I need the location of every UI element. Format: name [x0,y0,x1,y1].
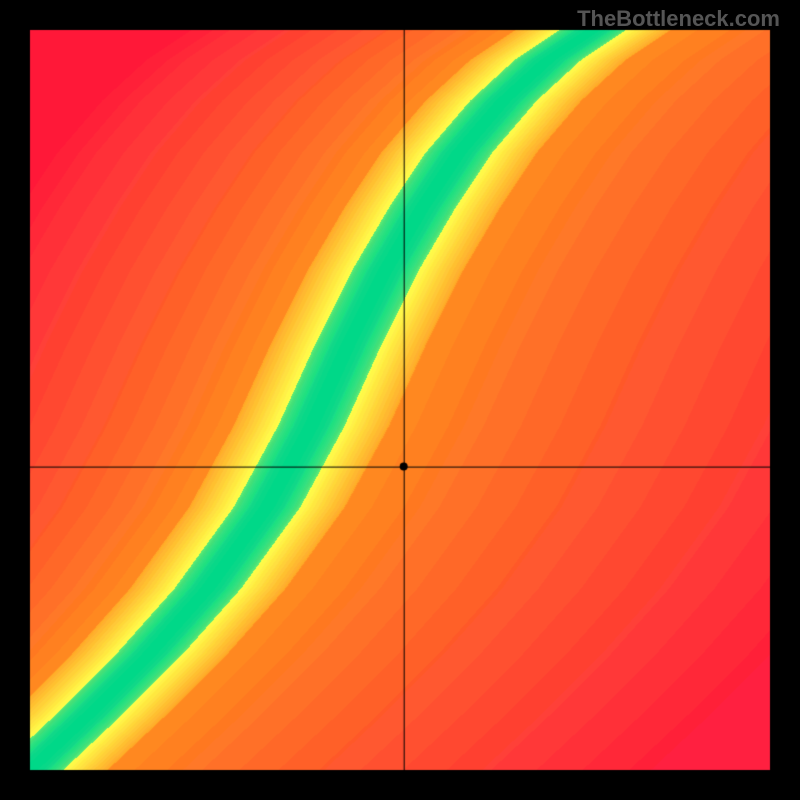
chart-container: TheBottleneck.com [0,0,800,800]
heatmap-canvas [0,0,800,800]
watermark-text: TheBottleneck.com [577,6,780,32]
